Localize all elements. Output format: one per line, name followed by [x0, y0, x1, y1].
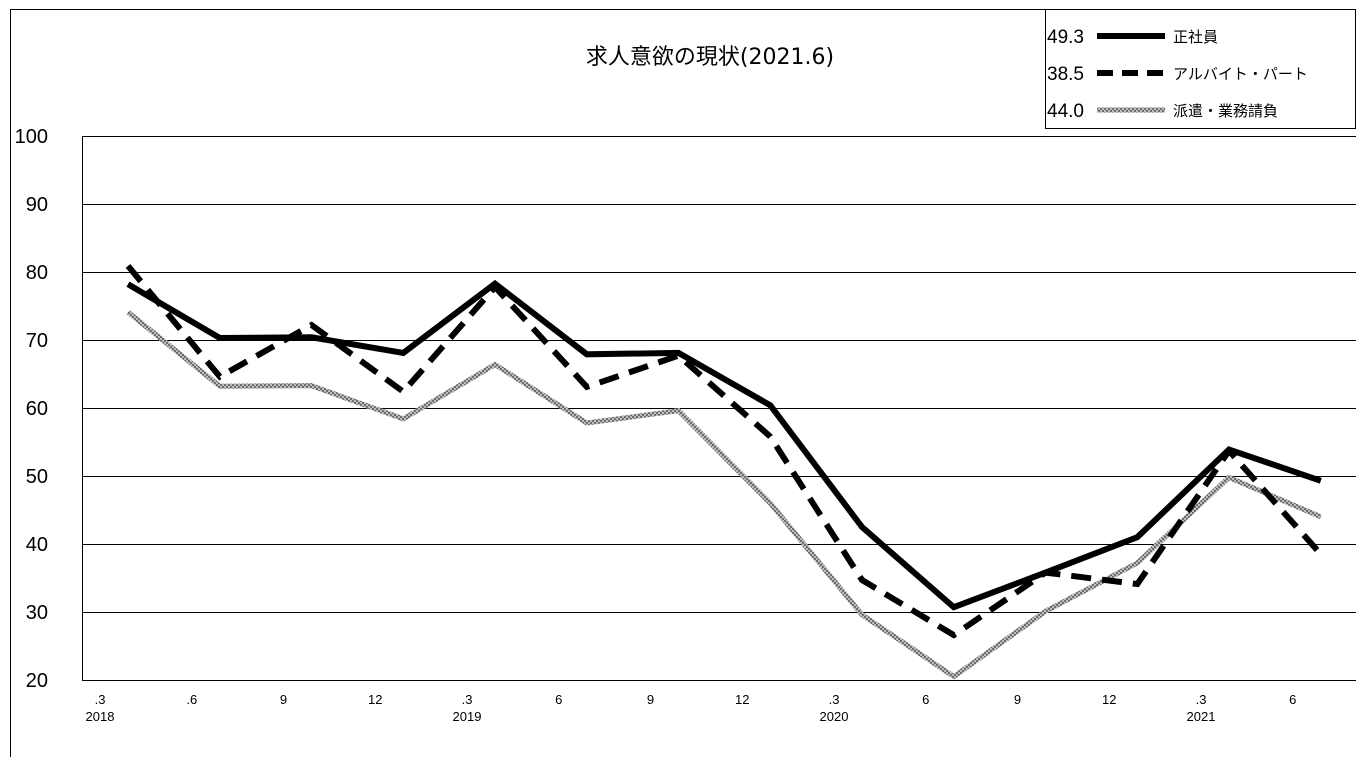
x-tick-label: .3 [95, 692, 106, 707]
x-tick-label: 6 [555, 692, 562, 707]
y-axis-tick-labels: 20 30 40 50 60 70 80 90 100 [15, 126, 48, 692]
x-tick-label: 12 [735, 692, 749, 707]
x-tick-label: 9 [280, 692, 287, 707]
legend: 49.3 正社員 38.5 アルバイト・パート 44.0 派遣・業務請負 [1045, 9, 1356, 129]
x-tick-year-label: 2018 [86, 709, 115, 724]
x-tick-label: 9 [1014, 692, 1021, 707]
series-lines [125, 263, 1324, 680]
legend-label: 正社員 [1173, 28, 1218, 46]
gridlines [82, 136, 1356, 613]
y-tick-label: 100 [15, 126, 48, 148]
legend-label: 派遣・業務請負 [1173, 102, 1278, 120]
y-tick-label: 40 [26, 534, 48, 556]
legend-value: 38.5 [1047, 64, 1084, 85]
y-tick-label: 80 [26, 262, 48, 284]
series-line-solid [126, 279, 1322, 611]
x-tick-year-label: 2020 [820, 709, 849, 724]
y-tick-label: 70 [26, 330, 48, 352]
y-tick-label: 60 [26, 398, 48, 420]
series-line-hatched [126, 310, 1322, 680]
x-tick-label: .3 [462, 692, 473, 707]
legend-value: 49.3 [1047, 27, 1084, 48]
x-tick-label: 12 [1102, 692, 1116, 707]
x-tick-label: 6 [922, 692, 929, 707]
x-tick-label: .3 [829, 692, 840, 707]
chart-title: 求人意欲の現状(2021.6) [586, 45, 834, 70]
y-tick-label: 50 [26, 466, 48, 488]
y-tick-label: 20 [26, 670, 48, 692]
x-axis-tick-labels: .3 2018 .6 9 12 .3 2019 6 9 12 .3 2020 6 9 12 .3 2021 6 [86, 692, 1297, 724]
x-tick-year-label: 2019 [453, 709, 482, 724]
x-tick-label: .3 [1196, 692, 1207, 707]
series-line-dashed [125, 263, 1324, 639]
legend-label: アルバイト・パート [1173, 65, 1308, 83]
x-tick-year-label: 2021 [1187, 709, 1216, 724]
x-tick-label: 12 [368, 692, 382, 707]
y-tick-label: 90 [26, 194, 48, 216]
x-tick-label: 6 [1289, 692, 1296, 707]
legend-value: 44.0 [1047, 101, 1084, 122]
axes [82, 136, 1356, 681]
x-tick-label: 9 [647, 692, 654, 707]
y-tick-label: 30 [26, 602, 48, 624]
x-tick-label: .6 [186, 692, 197, 707]
